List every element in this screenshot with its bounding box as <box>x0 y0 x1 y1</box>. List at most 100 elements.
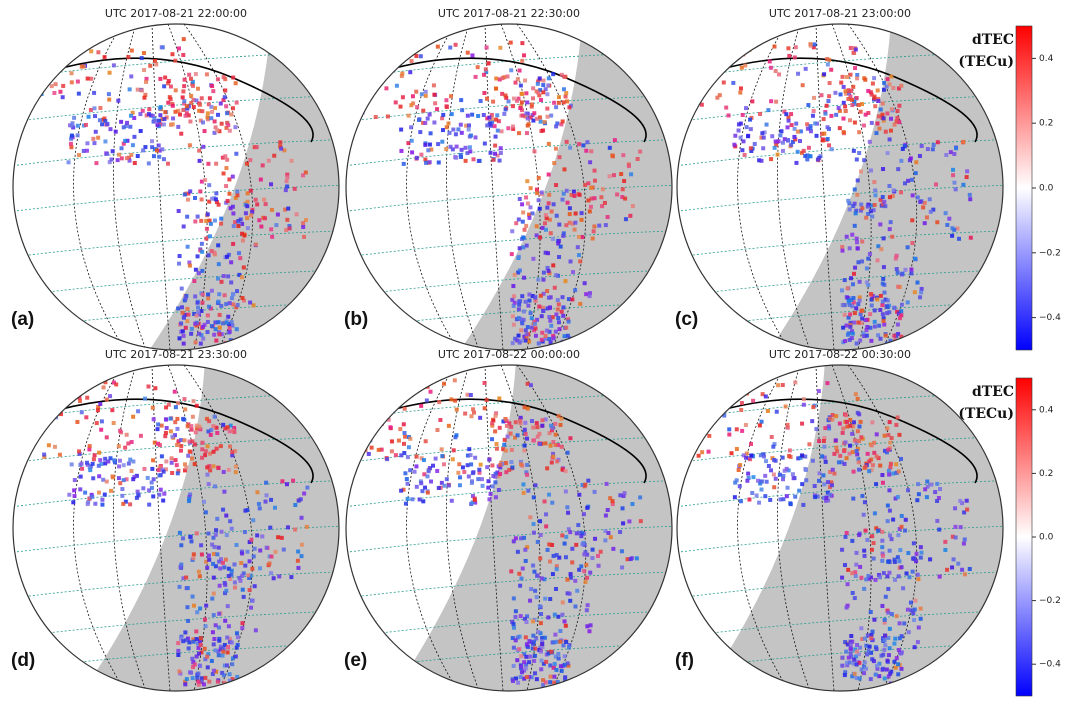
dtec-dot <box>848 303 852 307</box>
dtec-dot <box>855 452 859 456</box>
dtec-dot <box>521 235 525 239</box>
dtec-dot <box>530 326 534 330</box>
dtec-dot <box>440 447 444 451</box>
dtec-dot <box>179 438 183 442</box>
panel-label: (f) <box>675 650 694 671</box>
dtec-dot <box>355 413 359 417</box>
dtec-dot <box>865 652 869 656</box>
dtec-dot <box>111 475 115 479</box>
dtec-dot <box>42 453 46 457</box>
dtec-dot <box>631 204 635 208</box>
dtec-dot <box>517 307 521 311</box>
dtec-dot <box>526 201 530 205</box>
dtec-dot <box>954 535 958 539</box>
dtec-dot <box>21 75 25 79</box>
dtec-dot <box>851 332 855 336</box>
dtec-dot <box>186 313 190 317</box>
dtec-dot <box>230 527 234 531</box>
dtec-dot <box>756 479 760 483</box>
dtec-dot <box>151 494 155 498</box>
dtec-dot <box>474 135 478 139</box>
dtec-dot <box>18 391 22 395</box>
dtec-dot <box>285 482 289 486</box>
dtec-dot <box>552 640 556 644</box>
dtec-dot <box>205 227 209 231</box>
colorbar-unit: (TECu) <box>958 406 1014 422</box>
dtec-dot <box>506 126 510 130</box>
dtec-dot <box>92 106 96 110</box>
dtec-dot <box>736 379 740 383</box>
dtec-dot <box>870 420 874 424</box>
dtec-dot <box>222 171 226 175</box>
dtec-dot <box>209 222 213 226</box>
dtec-dot <box>888 227 892 231</box>
dtec-dot <box>500 129 504 133</box>
dtec-dot <box>161 45 165 49</box>
dtec-dot <box>774 100 778 104</box>
dtec-dot <box>814 427 818 431</box>
dtec-dot <box>522 491 526 495</box>
dtec-dot <box>561 643 565 647</box>
dtec-dot <box>851 85 855 89</box>
dtec-dot <box>232 342 236 346</box>
dtec-dot <box>197 332 201 336</box>
dtec-dot <box>182 438 186 442</box>
dtec-dot <box>228 301 232 305</box>
dtec-dot <box>772 458 776 462</box>
dtec-dot <box>467 474 471 478</box>
dtec-dot <box>506 74 510 78</box>
colorbar-title: dTEC <box>972 384 1014 400</box>
dtec-dot <box>399 128 403 132</box>
dtec-dot <box>753 142 757 146</box>
dtec-dot <box>185 307 189 311</box>
dtec-dot <box>629 172 633 176</box>
dtec-dot <box>100 503 104 507</box>
dtec-dot <box>896 167 900 171</box>
dtec-dot <box>540 642 544 646</box>
dtec-dot <box>476 477 480 481</box>
dtec-dot <box>195 676 199 680</box>
dtec-dot <box>604 223 608 227</box>
dtec-dot <box>158 443 162 447</box>
dtec-dot <box>855 96 859 100</box>
dtec-dot <box>839 81 843 85</box>
dtec-dot <box>848 207 852 211</box>
dtec-dot <box>89 108 93 112</box>
dtec-dot <box>523 78 527 82</box>
dtec-dot <box>402 162 406 166</box>
dtec-dot <box>519 665 523 669</box>
dtec-dot <box>476 114 480 118</box>
dtec-dot <box>881 195 885 199</box>
dtec-dot <box>217 466 221 470</box>
dtec-dot <box>159 105 163 109</box>
globe-panel: UTC 2017-08-22 00:30:00(f) <box>675 348 1008 696</box>
dtec-dot <box>548 306 552 310</box>
dtec-dot <box>543 120 547 124</box>
dtec-dot <box>157 119 161 123</box>
dtec-dot <box>698 95 702 99</box>
dtec-dot <box>25 37 29 41</box>
dtec-dot <box>881 667 885 671</box>
dtec-dot <box>494 87 498 91</box>
dtec-dot <box>190 428 194 432</box>
dtec-dot <box>611 547 615 551</box>
dtec-dot <box>181 108 185 112</box>
dtec-dot <box>185 677 189 681</box>
dtec-dot <box>214 191 218 195</box>
dtec-dot <box>896 271 900 275</box>
dtec-dot <box>824 112 828 116</box>
dtec-dot <box>229 112 233 116</box>
dtec-dot <box>881 312 885 316</box>
dtec-dot <box>274 223 278 227</box>
dtec-dot <box>857 425 861 429</box>
dtec-dot <box>181 536 185 540</box>
dtec-dot <box>743 63 747 67</box>
dtec-dot <box>210 249 214 253</box>
dtec-dot <box>231 292 235 296</box>
dtec-dot <box>582 512 586 516</box>
dtec-dot <box>214 162 218 166</box>
dtec-dot <box>512 294 516 298</box>
dtec-dot <box>813 495 817 499</box>
dtec-dot <box>424 161 428 165</box>
dtec-dot <box>217 546 221 550</box>
